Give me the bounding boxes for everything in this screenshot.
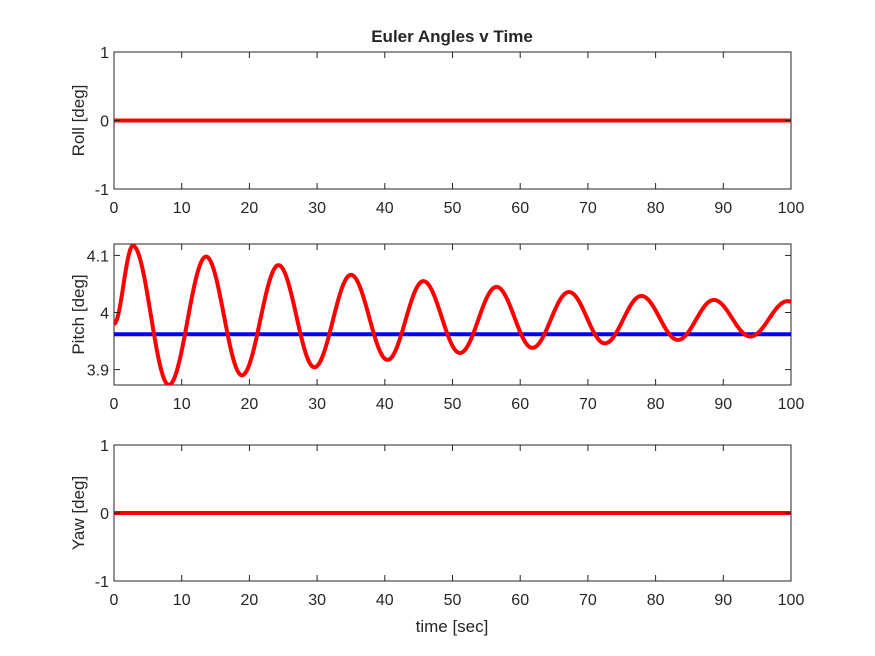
yaw-x-tick-label: 90 [714,592,732,609]
yaw-y-tick-label: 0 [100,506,109,523]
pitch-plot-area [113,243,792,386]
roll-y-tick-label: 0 [100,114,109,131]
roll-x-tick-label: 100 [778,200,805,217]
pitch-x-tick-label: 20 [241,396,259,413]
yaw-y-axis-label: Yaw [deg] [69,476,88,550]
pitch-y-axis-label: Pitch [deg] [69,274,88,354]
roll-x-tick-label: 50 [444,200,462,217]
roll-y-tick-label: 1 [100,45,109,62]
roll-x-tick-label: 60 [511,200,529,217]
yaw-x-tick-label: 0 [110,592,119,609]
roll-x-tick-label: 80 [647,200,665,217]
roll-x-tick-label: 0 [110,200,119,217]
yaw-x-tick-label: 60 [511,592,529,609]
pitch-x-tick-label: 0 [110,396,119,413]
yaw-x-tick-label: 10 [173,592,191,609]
pitch-y-tick-label: 3.9 [87,363,109,380]
yaw-x-tick-label: 40 [376,592,394,609]
yaw-y-tick-label: -1 [95,574,109,591]
pitch-x-tick-label: 90 [714,396,732,413]
figure-title: Euler Angles v Time [371,27,533,46]
roll-x-tick-label: 10 [173,200,191,217]
pitch-axes: 0 10 20 30 40 50 60 70 80 90 100 3.9 4 4.1 Pitch [deg] [69,243,805,413]
pitch-x-tick-label: 100 [778,396,805,413]
pitch-x-tick-label: 70 [579,396,597,413]
pitch-series-line-1 [114,244,791,385]
pitch-y-tick-label: 4.1 [87,248,109,265]
yaw-x-tick-label: 30 [308,592,326,609]
yaw-x-tick-label: 20 [241,592,259,609]
yaw-x-tick-label: 100 [778,592,805,609]
yaw-x-tick-label: 80 [647,592,665,609]
roll-x-tick-label: 30 [308,200,326,217]
roll-y-axis-label: Roll [deg] [69,85,88,157]
pitch-x-tick-label: 30 [308,396,326,413]
pitch-x-tick-label: 10 [173,396,191,413]
roll-y-tick-label: -1 [95,182,109,199]
yaw-y-tick-label: 1 [100,438,109,455]
x-axis-label: time [sec] [416,617,489,636]
pitch-x-tick-label: 50 [444,396,462,413]
pitch-x-tick-label: 80 [647,396,665,413]
yaw-x-tick-label: 70 [579,592,597,609]
roll-x-tick-label: 40 [376,200,394,217]
pitch-x-tick-label: 40 [376,396,394,413]
pitch-y-tick-label: 4 [100,306,109,323]
pitch-x-tick-label: 60 [511,396,529,413]
roll-x-tick-label: 70 [579,200,597,217]
roll-x-tick-label: 90 [714,200,732,217]
yaw-x-tick-label: 50 [444,592,462,609]
roll-x-tick-label: 20 [241,200,259,217]
pitch-series-group [114,244,791,385]
